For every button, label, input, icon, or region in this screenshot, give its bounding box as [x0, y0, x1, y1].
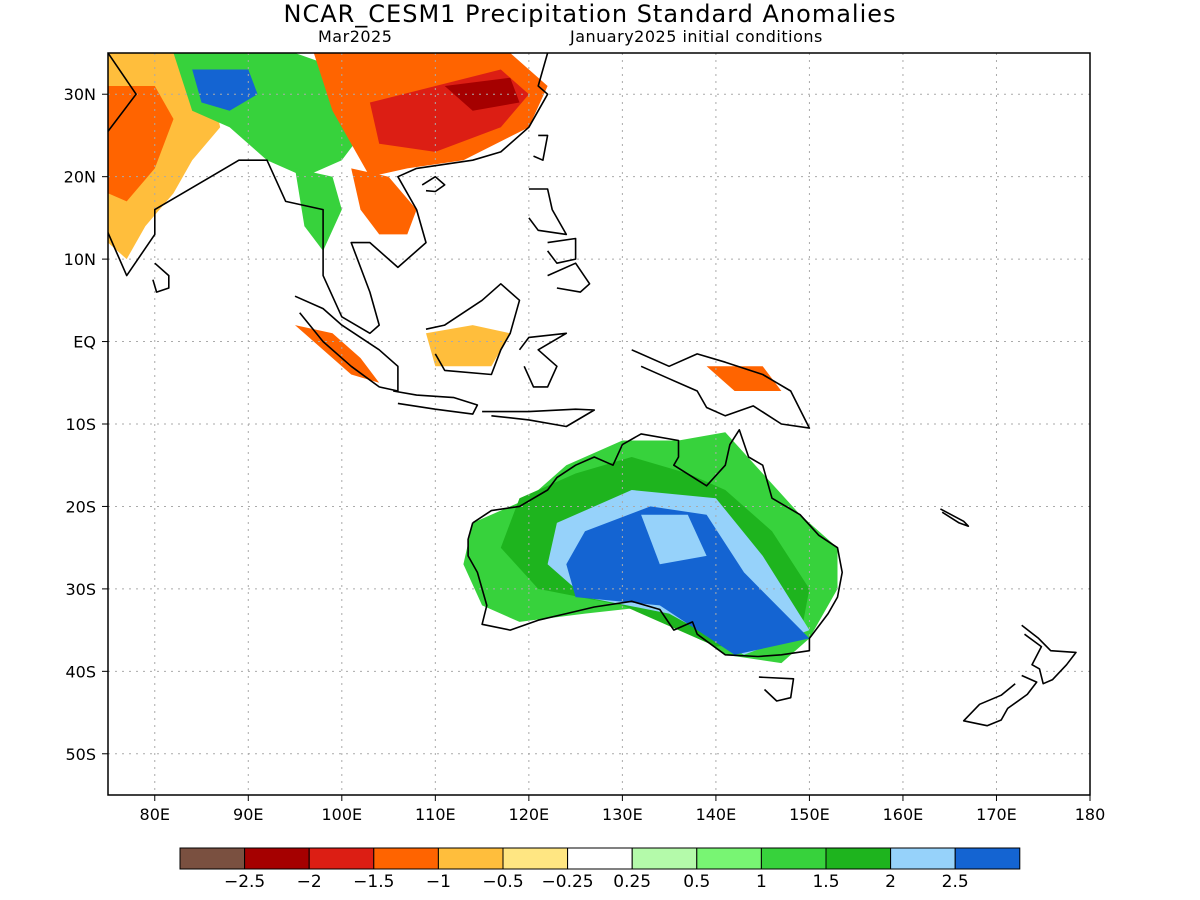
anomaly-borneo-dry [426, 325, 511, 367]
anomaly-australia-very-wet [566, 506, 810, 655]
colorbar-swatch [567, 847, 633, 870]
lon-tick-label: 140E [696, 805, 737, 824]
colorbar-label: 2.5 [942, 872, 969, 892]
colorbar-swatch [373, 847, 439, 870]
anomaly-myanmar-wet [295, 168, 342, 251]
lon-tick-label: 150E [789, 805, 830, 824]
colorbar-label: 1.5 [812, 872, 839, 892]
colorbar-label: −2 [297, 872, 322, 892]
colorbar-swatch [825, 847, 892, 870]
anomaly-png-dry [706, 366, 782, 391]
lat-tick-label: 20S [65, 497, 96, 516]
lat-tick-label: EQ [73, 333, 96, 352]
anomaly-australia-pale [641, 514, 707, 565]
coast-hainan [421, 175, 446, 193]
chart-title: NCAR_CESM1 Precipitation Standard Anomal… [283, 0, 897, 28]
coast-sumatra [294, 295, 399, 392]
colorbar-label: −1 [426, 872, 451, 892]
lat-tick-label: 50S [65, 745, 96, 764]
colorbar-label: −1.5 [353, 872, 394, 892]
coast-taiwan [533, 134, 549, 161]
lon-tick-label: 180 [1075, 805, 1106, 824]
coast-nz-south [962, 674, 1038, 727]
colorbar-label: −0.25 [542, 872, 594, 892]
lat-tick-label: 10S [65, 415, 96, 434]
colorbar-swatch [308, 847, 375, 870]
coast-nz-north [1021, 624, 1077, 685]
colorbar-label: 1 [756, 872, 767, 892]
colorbar-label: 0.25 [613, 872, 651, 892]
colorbar-swatch [890, 847, 956, 870]
lon-tick-label: 170E [976, 805, 1017, 824]
gridlines [108, 53, 1090, 795]
anomaly-layer [108, 53, 838, 664]
lon-tick-label: 110E [415, 805, 456, 824]
colorbar: −2.5 −2 −1.5 −1 −0.5 −0.25 0.25 0.5 1 1.5 2 2.5 [179, 847, 1021, 892]
lat-tick-label: 30N [64, 85, 96, 104]
axis-ticks: 80E 90E 100E 110E 120E 130E 140E 150E 160E 170E 18… [64, 85, 1106, 824]
lon-tick-label: 100E [321, 805, 362, 824]
coast-australia [467, 428, 844, 658]
lon-tick-label: 120E [509, 805, 550, 824]
coastline-layer [108, 53, 1077, 727]
coast-sri-lanka [152, 262, 170, 293]
lat-tick-label: 40S [65, 662, 96, 681]
lat-tick-label: 20N [64, 168, 96, 187]
colorbar-label: 0.5 [683, 872, 710, 892]
lon-tick-label: 160E [883, 805, 924, 824]
lon-tick-label: 80E [140, 805, 170, 824]
colorbar-swatch [760, 847, 827, 870]
anomaly-china-core-dry [444, 77, 520, 111]
coast-borneo [425, 282, 521, 376]
lon-tick-label: 90E [233, 805, 263, 824]
coast-luzon [528, 188, 568, 236]
colorbar-swatch [696, 847, 762, 870]
coast-mindanao [547, 262, 591, 293]
anomaly-india-moderate-dry [108, 86, 174, 202]
coast-new-caledonia [940, 508, 970, 528]
coast-philippines-mid [546, 237, 577, 265]
lon-tick-label: 130E [602, 805, 643, 824]
anomaly-tibet-very-wet [192, 69, 258, 111]
lat-tick-label: 10N [64, 250, 96, 269]
colorbar-label: −0.5 [482, 872, 523, 892]
initial-conditions: January2025 initial conditions [570, 27, 823, 46]
coast-new-guinea [631, 349, 811, 429]
coast-sulawesi [518, 332, 568, 388]
colorbar-swatch [179, 847, 246, 870]
colorbar-swatch [437, 847, 504, 870]
lat-tick-label: 30S [65, 580, 96, 599]
colorbar-swatch [244, 847, 310, 870]
coast-java [393, 390, 479, 415]
colorbar-swatch [954, 847, 1021, 870]
colorbar-label: −2.5 [224, 872, 265, 892]
colorbar-swatch [502, 847, 569, 870]
coast-asia-coast [108, 53, 549, 335]
anomaly-indochina-dry [351, 168, 417, 235]
forecast-month: Mar2025 [318, 27, 393, 46]
colorbar-swatch [631, 847, 698, 870]
coast-lesser-sunda [482, 408, 596, 428]
colorbar-label: 2 [885, 872, 896, 892]
coast-tasmania [758, 676, 795, 702]
